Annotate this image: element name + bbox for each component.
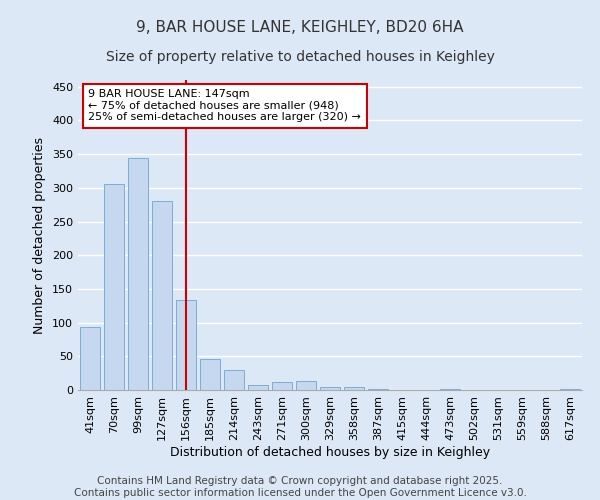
Bar [344, 388, 364, 390]
Bar [224, 370, 244, 390]
Bar [200, 359, 220, 390]
Text: Size of property relative to detached houses in Keighley: Size of property relative to detached ho… [106, 50, 494, 64]
Bar [296, 381, 316, 390]
Bar [152, 202, 172, 390]
X-axis label: Distribution of detached houses by size in Keighley: Distribution of detached houses by size … [170, 446, 490, 458]
Bar [104, 184, 124, 390]
Bar [320, 386, 340, 390]
Bar [176, 300, 196, 390]
Text: 9 BAR HOUSE LANE: 147sqm
← 75% of detached houses are smaller (948)
25% of semi-: 9 BAR HOUSE LANE: 147sqm ← 75% of detach… [88, 90, 361, 122]
Bar [80, 328, 100, 390]
Bar [272, 382, 292, 390]
Text: 9, BAR HOUSE LANE, KEIGHLEY, BD20 6HA: 9, BAR HOUSE LANE, KEIGHLEY, BD20 6HA [136, 20, 464, 35]
Bar [248, 384, 268, 390]
Text: Contains HM Land Registry data © Crown copyright and database right 2025.
Contai: Contains HM Land Registry data © Crown c… [74, 476, 526, 498]
Y-axis label: Number of detached properties: Number of detached properties [34, 136, 46, 334]
Bar [128, 158, 148, 390]
